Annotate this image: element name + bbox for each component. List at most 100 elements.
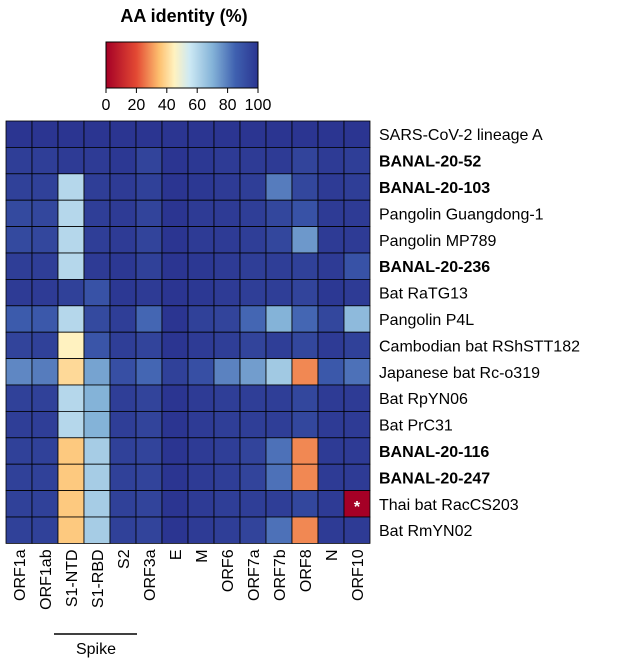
heatmap-cell — [161, 384, 189, 412]
heatmap-cell — [135, 146, 163, 175]
heatmap-cell — [291, 410, 319, 439]
heatmap-cell — [265, 437, 293, 465]
heatmap-cell — [187, 331, 215, 360]
heatmap-cell — [135, 410, 163, 439]
heatmap-cell — [83, 226, 111, 254]
heatmap-cell — [135, 463, 163, 492]
heatmap-cell — [239, 437, 267, 465]
heatmap-cell — [317, 120, 345, 148]
heatmap-cells: * — [5, 120, 371, 544]
heatmap-cell — [187, 252, 215, 280]
heatmap-cell — [291, 120, 319, 148]
heatmap-cell — [57, 384, 85, 412]
heatmap-cell — [135, 305, 163, 333]
heatmap-cell — [5, 252, 33, 280]
row-label: SARS-CoV-2 lineage A — [379, 127, 543, 144]
heatmap-cell — [317, 199, 345, 227]
heatmap-cell — [135, 278, 163, 307]
heatmap-cell — [291, 516, 319, 544]
heatmap-cell — [57, 173, 85, 201]
row-label: Bat RpYN06 — [379, 391, 468, 408]
heatmap-cell — [343, 146, 371, 175]
heatmap-cell — [5, 358, 33, 386]
heatmap-cell — [317, 278, 345, 307]
heatmap-cell — [343, 252, 371, 280]
heatmap-cell — [317, 410, 345, 439]
heatmap-cell — [135, 199, 163, 227]
column-label: S2 — [116, 549, 133, 569]
heatmap-cell — [109, 199, 137, 227]
heatmap-cell — [109, 437, 137, 465]
heatmap-cell — [291, 252, 319, 280]
heatmap-cell — [57, 120, 85, 148]
heatmap-cell — [291, 199, 319, 227]
heatmap-cell — [135, 490, 163, 518]
heatmap-cell — [213, 305, 241, 333]
heatmap-cell — [291, 146, 319, 175]
heatmap-cell — [265, 331, 293, 360]
heatmap-cell — [239, 252, 267, 280]
heatmap-cell — [239, 226, 267, 254]
heatmap-cell — [187, 384, 215, 412]
heatmap-cell — [265, 305, 293, 333]
heatmap-cell — [109, 331, 137, 360]
heatmap-cell — [239, 410, 267, 439]
heatmap-cell — [31, 437, 59, 465]
heatmap-cell — [57, 358, 85, 386]
column-label: ORF7a — [246, 549, 263, 601]
colorbar-tick-label: 40 — [158, 97, 176, 114]
heatmap-cell — [343, 358, 371, 386]
heatmap-cell — [291, 305, 319, 333]
heatmap-cell — [31, 173, 59, 201]
column-label: ORF8 — [298, 549, 315, 592]
heatmap-cell — [83, 490, 111, 518]
heatmap-cell — [161, 278, 189, 307]
heatmap-cell — [187, 173, 215, 201]
heatmap-cell — [317, 226, 345, 254]
heatmap-cell — [83, 463, 111, 492]
heatmap-cell — [109, 384, 137, 412]
heatmap-cell — [291, 278, 319, 307]
heatmap-cell — [213, 463, 241, 492]
heatmap-cell — [83, 358, 111, 386]
heatmap-cell — [343, 437, 371, 465]
heatmap-cell — [343, 463, 371, 492]
heatmap-cell — [291, 173, 319, 201]
heatmap-cell — [213, 278, 241, 307]
heatmap-cell — [317, 252, 345, 280]
heatmap-cell — [265, 463, 293, 492]
heatmap-cell — [5, 410, 33, 439]
heatmap-cell — [135, 226, 163, 254]
heatmap-cell — [291, 331, 319, 360]
heatmap-cell — [5, 305, 33, 333]
heatmap-cell — [83, 146, 111, 175]
heatmap-cell — [83, 331, 111, 360]
column-label: ORF1a — [12, 549, 29, 601]
heatmap-cell — [213, 516, 241, 544]
column-label: M — [194, 549, 211, 562]
heatmap-cell — [187, 226, 215, 254]
heatmap-cell — [57, 278, 85, 307]
heatmap-cell — [213, 173, 241, 201]
heatmap-cell — [161, 120, 189, 148]
heatmap-cell — [187, 120, 215, 148]
heatmap-cell — [135, 384, 163, 412]
heatmap-cell — [31, 199, 59, 227]
row-label: Bat RmYN02 — [379, 523, 472, 540]
row-labels: SARS-CoV-2 lineage A BANAL-20-52 BANAL-20-… — [379, 127, 580, 540]
heatmap-cell — [213, 252, 241, 280]
colorbar-tick-label: 60 — [188, 97, 206, 114]
heatmap-cell — [265, 278, 293, 307]
heatmap-cell — [265, 120, 293, 148]
heatmap-cell — [239, 384, 267, 412]
heatmap-cell — [109, 226, 137, 254]
colorbar-title: AA identity (%) — [120, 6, 247, 26]
column-label: S1-RBD — [90, 549, 107, 608]
heatmap-cell — [213, 384, 241, 412]
heatmap-cell — [239, 490, 267, 518]
heatmap-cell — [317, 358, 345, 386]
heatmap-cell — [317, 463, 345, 492]
row-label: Bat RaTG13 — [379, 286, 468, 303]
heatmap-cell — [161, 199, 189, 227]
heatmap-cell — [5, 199, 33, 227]
